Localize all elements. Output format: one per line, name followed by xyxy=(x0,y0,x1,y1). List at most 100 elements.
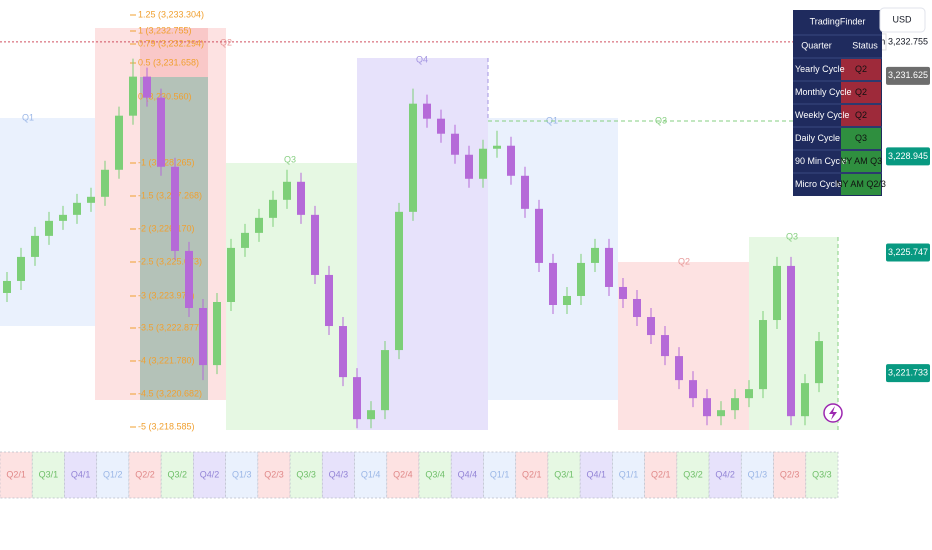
cycle-cell-label: Q1/2 xyxy=(103,469,123,479)
cycle-cell-label: Q4/1 xyxy=(587,469,607,479)
candle-body xyxy=(535,208,543,263)
cycle-cell xyxy=(547,451,581,499)
cycle-cell xyxy=(128,451,162,499)
cycle-cell xyxy=(418,451,452,499)
fib-label: 1.25 (3,233.304) xyxy=(138,9,204,19)
candle-body xyxy=(3,280,11,293)
table-title: TradingFinder xyxy=(810,16,866,26)
candle-body xyxy=(353,377,361,420)
candle-body xyxy=(647,317,655,336)
quarter-label: Q1 xyxy=(22,112,34,122)
quarter-label: Q3 xyxy=(284,154,296,164)
cycle-cell xyxy=(31,451,65,499)
cycle-cell-label: Q1/3 xyxy=(748,469,768,479)
price-label: 3,221.733 xyxy=(888,367,928,377)
fib-label: -4 (3,221.780) xyxy=(138,355,195,365)
candle-body xyxy=(773,265,781,321)
candle-body xyxy=(213,301,221,366)
candle-body xyxy=(171,166,179,251)
cycle-name: Daily Cycle xyxy=(795,133,840,143)
price-label: 3,232.755 xyxy=(888,36,928,46)
candle-body xyxy=(745,389,753,399)
status-cell xyxy=(841,59,881,80)
cycle-status: NY AM Q2/3 xyxy=(836,179,886,189)
candle-body xyxy=(563,295,571,305)
currency-button[interactable] xyxy=(879,7,926,33)
candle-body xyxy=(311,214,319,275)
candle-body xyxy=(325,274,333,327)
cycle-cell-label: Q3/3 xyxy=(812,469,832,479)
quarter-box xyxy=(357,58,488,430)
cycle-cell xyxy=(676,451,710,499)
cycle-cell xyxy=(354,451,388,499)
status-cell xyxy=(841,151,881,172)
quarter-label: Q4 xyxy=(416,54,428,64)
cycle-cell-label: Q4/2 xyxy=(200,469,220,479)
cycle-status: Q3 xyxy=(855,133,867,143)
price-label: 3,231.625 xyxy=(888,70,928,80)
cycle-cell xyxy=(64,451,98,499)
cycle-cell xyxy=(612,451,645,499)
cycle-cell-label: Q2/3 xyxy=(264,469,284,479)
cycle-cell-label: Q2/1 xyxy=(651,469,671,479)
fib-label: -3.5 (3,222.877) xyxy=(138,322,202,332)
cycle-cell xyxy=(96,451,130,499)
candle-body xyxy=(73,202,81,215)
cycle-cell-label: Q3/4 xyxy=(425,469,445,479)
candle-body xyxy=(339,326,347,378)
candle-body xyxy=(115,115,123,170)
cycle-cell-label: Q2/4 xyxy=(393,469,413,479)
alert-icon-bolt xyxy=(829,406,837,420)
cycle-cell-label: Q4/4 xyxy=(458,469,478,479)
candle-body xyxy=(703,398,711,417)
candle-body xyxy=(185,250,193,309)
price-label: 3,225.747 xyxy=(888,247,928,257)
candle-body xyxy=(395,211,403,351)
quarter-box xyxy=(618,262,749,430)
quarter-label: Q3 xyxy=(786,231,798,241)
cycle-cell xyxy=(257,451,291,499)
cycle-cell xyxy=(579,451,613,499)
price-label-bg xyxy=(886,243,930,262)
cycle-cell xyxy=(708,451,742,499)
cycle-cell-label: Q1/4 xyxy=(361,469,381,479)
cycle-cell xyxy=(193,451,226,499)
cycle-status: NY AM Q3 xyxy=(840,156,882,166)
candle-body xyxy=(87,196,95,203)
status-cell xyxy=(841,82,881,103)
candle-body xyxy=(143,76,151,98)
candle-body xyxy=(241,232,249,248)
cycle-cell-label: Q3/3 xyxy=(296,469,316,479)
candle-body xyxy=(31,235,39,257)
table-header: Quarter xyxy=(801,40,832,50)
cycle-cell xyxy=(225,451,259,499)
candle-body xyxy=(759,320,767,390)
candle-body xyxy=(59,214,67,221)
cycle-cell-label: Q2/2 xyxy=(135,469,155,479)
candle-body xyxy=(157,97,165,167)
candle-body xyxy=(591,247,599,263)
candle-body xyxy=(255,217,263,233)
candle-body xyxy=(437,118,445,134)
cycle-cell-label: Q4/3 xyxy=(329,469,349,479)
candle-body xyxy=(129,76,137,116)
fib-label: -3 (3,223.975) xyxy=(138,290,195,300)
cycle-cell-label: Q4/2 xyxy=(715,469,735,479)
fib-zone-upper xyxy=(140,28,208,77)
price-label: 3,228.945 xyxy=(888,151,928,161)
cycle-name: Micro Cycle xyxy=(795,179,842,189)
cycle-cell xyxy=(805,451,839,499)
price-label-bg xyxy=(886,147,930,166)
cycle-cell-label: Q1/3 xyxy=(232,469,252,479)
candle-body xyxy=(199,308,207,366)
candle-body xyxy=(731,398,739,411)
cycle-cell-label: Q3/2 xyxy=(168,469,188,479)
candle-body xyxy=(381,350,389,411)
candle-body xyxy=(465,154,473,179)
cycle-name: Weekly Cycle xyxy=(795,110,849,120)
price-label-bg xyxy=(886,364,930,383)
candle-body xyxy=(619,286,627,299)
candle-body xyxy=(661,335,669,357)
fib-label: -2 (3,226.170) xyxy=(138,223,195,233)
